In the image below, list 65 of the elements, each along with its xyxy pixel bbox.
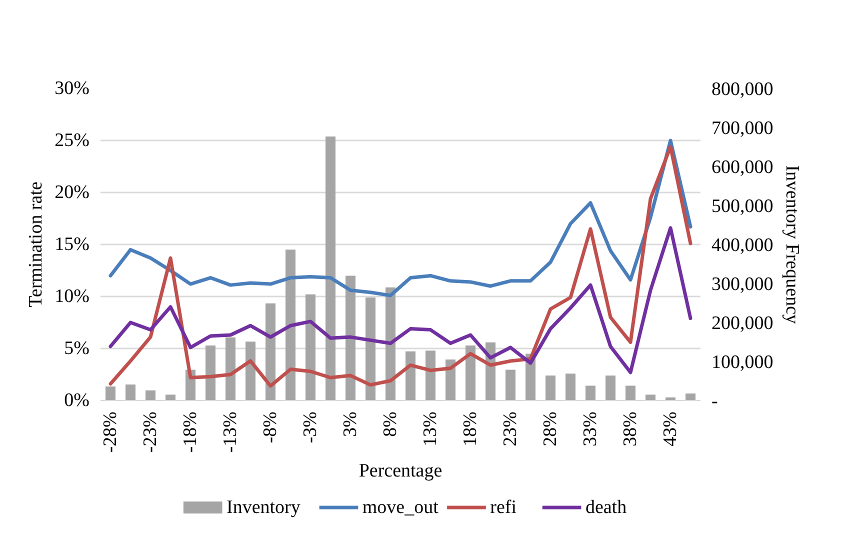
y2-tick-label: - xyxy=(712,391,718,412)
bar xyxy=(626,386,636,400)
x-tick-label: -18% xyxy=(180,411,201,453)
x-tick-label: -13% xyxy=(220,411,241,453)
y2-tick-label: 700,000 xyxy=(712,118,774,139)
bar xyxy=(326,136,336,400)
y2-tick-label: 300,000 xyxy=(712,274,774,295)
y-tick-label: 15% xyxy=(54,234,90,255)
bar xyxy=(126,384,136,400)
y-tick-label: 10% xyxy=(54,286,90,307)
x-tick-label: 13% xyxy=(420,411,441,446)
line-series xyxy=(108,226,692,374)
x-tick-label: 23% xyxy=(500,411,521,446)
bar xyxy=(506,370,516,400)
x-tick-label: -23% xyxy=(140,411,161,453)
bar xyxy=(346,276,356,400)
y2-tick-label: 600,000 xyxy=(712,157,774,178)
x-tick-label: 33% xyxy=(580,411,601,446)
line-series xyxy=(108,144,692,388)
bar xyxy=(426,350,436,400)
x-tick-label: -28% xyxy=(100,411,121,453)
bar xyxy=(226,337,236,400)
legend-label: refi xyxy=(490,497,517,518)
bar xyxy=(206,346,216,400)
bar xyxy=(546,376,556,400)
y2-tick-label: 200,000 xyxy=(712,313,774,334)
bar xyxy=(106,386,116,400)
bar xyxy=(366,298,376,400)
y-tick-label: 20% xyxy=(54,182,90,203)
x-tick-label: 18% xyxy=(460,411,481,446)
y-axis-title: Termination rate xyxy=(26,182,47,308)
bar xyxy=(246,342,256,400)
bar xyxy=(406,351,416,400)
bar xyxy=(686,393,696,400)
bar xyxy=(146,390,156,400)
bar xyxy=(466,346,476,400)
y2-tick-label: 500,000 xyxy=(712,196,774,217)
y2-axis-title: Inventory Frequency xyxy=(781,165,802,324)
bar xyxy=(286,250,296,400)
x-axis-title: Percentage xyxy=(358,460,442,482)
bar xyxy=(586,386,596,400)
y-tick-label: 0% xyxy=(64,390,90,411)
x-tick-label: 28% xyxy=(540,411,561,446)
x-tick-label: 38% xyxy=(620,411,641,446)
legend-label: death xyxy=(585,497,628,518)
x-tick-label: 3% xyxy=(340,411,361,437)
x-tick-label: -8% xyxy=(260,411,281,444)
bar xyxy=(306,294,316,400)
line-series xyxy=(108,138,692,298)
legend-label: move_out xyxy=(362,497,440,518)
y-tick-label: 25% xyxy=(54,130,90,151)
y2-tick-label: 400,000 xyxy=(712,235,774,256)
bar xyxy=(566,374,576,400)
y-tick-label: 30% xyxy=(54,78,90,99)
x-tick-label: -3% xyxy=(300,411,321,444)
y2-tick-label: 800,000 xyxy=(712,79,774,100)
legend-label: Inventory xyxy=(226,497,301,518)
x-tick-label: 8% xyxy=(380,411,401,437)
bar xyxy=(266,303,276,400)
y-tick-label: 5% xyxy=(64,338,90,359)
bar xyxy=(606,376,616,400)
y2-tick-label: 100,000 xyxy=(712,352,774,373)
x-tick-label: 43% xyxy=(660,411,681,446)
bar xyxy=(646,394,656,400)
bar xyxy=(166,394,176,400)
